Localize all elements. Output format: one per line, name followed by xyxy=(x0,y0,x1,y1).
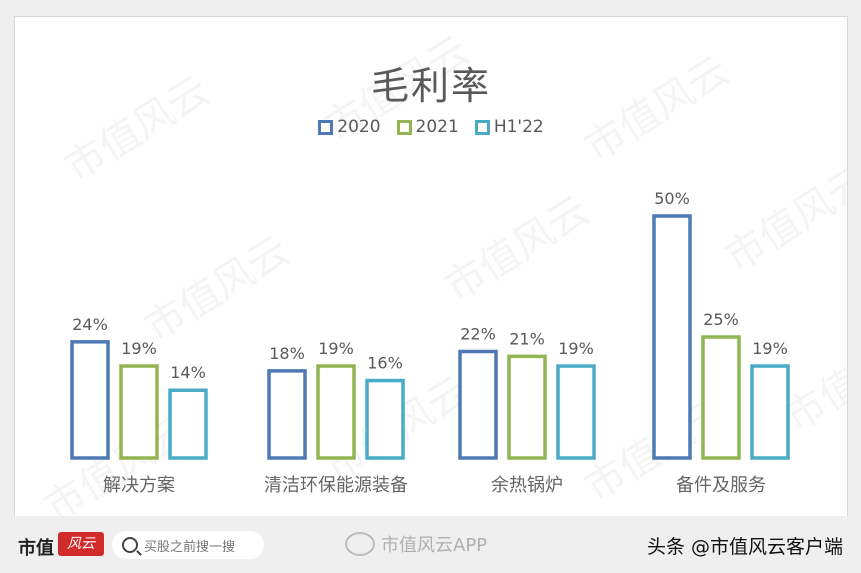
data-label: 25% xyxy=(703,310,739,329)
platform-name: 市值风云APP xyxy=(381,535,488,556)
chart-title: 毛利率 xyxy=(370,64,491,108)
data-label: 50% xyxy=(654,189,690,208)
data-label: 16% xyxy=(367,354,403,373)
bar-2020-0 xyxy=(70,340,110,460)
bar-2021-2 xyxy=(507,354,547,460)
platform-credit: 市值风云APP xyxy=(345,531,487,557)
legend-item-h122: H1'22 xyxy=(474,117,544,137)
bar-chart-plot: 24% 19% 14% 解决方案 18% 19% 16% 清洁环保能源装备 22% 21% 19% 余… xyxy=(70,189,790,496)
bar-2021-1 xyxy=(316,364,356,460)
bar-2021-3 xyxy=(701,335,741,460)
brand-logo-tag: 风云 xyxy=(58,532,104,556)
search-placeholder: 买股之前搜一搜 xyxy=(144,539,236,555)
x-tick-label: 余热锅炉 xyxy=(491,475,563,496)
bar-h122-1 xyxy=(365,378,405,460)
x-tick-label: 清洁环保能源装备 xyxy=(264,475,408,496)
search-icon xyxy=(122,537,138,553)
data-label: 19% xyxy=(121,339,157,358)
bar-h122-2 xyxy=(556,364,596,460)
legend-item-2020: 2020 xyxy=(318,117,381,137)
search-pill[interactable]: 买股之前搜一搜 xyxy=(112,531,264,559)
legend-label-2020: 2020 xyxy=(337,117,381,137)
x-tick-label: 解决方案 xyxy=(103,475,175,496)
weibo-icon xyxy=(345,532,375,556)
legend-label-2021: 2021 xyxy=(415,117,459,137)
footer-bar: 市值 风云 买股之前搜一搜 市值风云APP 头条 @市值风云客户端 xyxy=(0,516,861,573)
legend-swatch-2021 xyxy=(396,119,412,135)
brand-logo-text: 市值 xyxy=(18,538,54,559)
data-label: 14% xyxy=(170,363,206,382)
legend-swatch-h122 xyxy=(474,119,490,135)
bar-2020-1 xyxy=(267,369,307,460)
bar-h122-3 xyxy=(750,364,790,460)
legend-swatch-2020 xyxy=(318,119,334,135)
data-label: 18% xyxy=(269,344,305,363)
data-label: 19% xyxy=(318,339,354,358)
bar-2021-0 xyxy=(119,364,159,460)
data-label: 21% xyxy=(509,329,545,348)
legend-item-2021: 2021 xyxy=(396,117,459,137)
data-label: 19% xyxy=(558,339,594,358)
author-credit: 头条 @市值风云客户端 xyxy=(646,536,843,558)
bar-2020-3 xyxy=(652,214,692,460)
x-tick-label: 备件及服务 xyxy=(676,475,766,496)
bar-h122-0 xyxy=(168,388,208,460)
legend-label-h122: H1'22 xyxy=(493,117,544,137)
data-label: 19% xyxy=(752,339,788,358)
chart-card: 市值风云市值风云市值风云市值风云市值风云市值风云市值风云市值风云市值风云市值风云… xyxy=(14,16,848,518)
chart-legend: 2020 2021 H1'22 xyxy=(15,117,847,137)
bar-2020-2 xyxy=(458,349,498,460)
data-label: 24% xyxy=(72,315,108,334)
data-label: 22% xyxy=(460,325,496,344)
